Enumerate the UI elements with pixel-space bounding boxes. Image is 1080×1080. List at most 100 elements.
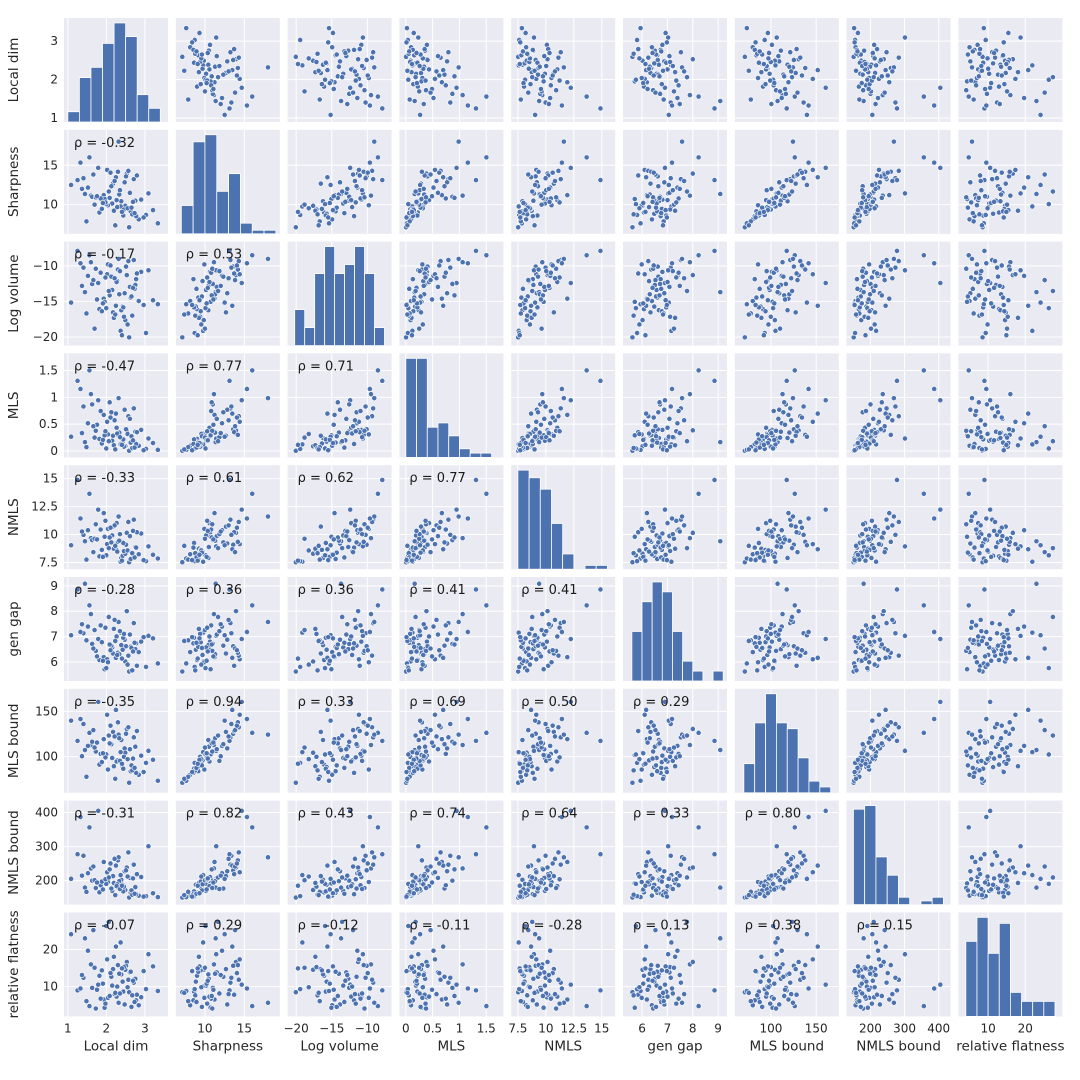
scatter-point xyxy=(88,611,94,617)
scatter-point xyxy=(988,554,995,560)
scatter-point xyxy=(1029,327,1036,334)
scatter-point xyxy=(361,427,368,434)
y-tick-label: 3 xyxy=(50,34,58,48)
scatter-point xyxy=(776,179,783,186)
scatter-point xyxy=(1006,719,1013,726)
scatter-point xyxy=(646,204,652,210)
scatter-point xyxy=(435,746,441,753)
cell-nmls-vs-nmls xyxy=(511,465,616,570)
scatter-point xyxy=(782,193,788,200)
cell-log-volume-vs-relative-flatness xyxy=(958,241,1063,346)
scatter-point xyxy=(984,401,990,408)
scatter-point xyxy=(768,621,775,628)
scatter-point xyxy=(787,49,794,56)
scatter-point xyxy=(410,551,417,558)
scatter-point xyxy=(531,775,538,782)
scatter-point xyxy=(436,860,443,867)
scatter-point xyxy=(244,814,250,820)
scatter-point xyxy=(1012,75,1019,82)
scatter-point xyxy=(657,281,663,287)
scatter-point xyxy=(982,86,988,92)
scatter-point xyxy=(451,641,458,648)
scatter-point xyxy=(359,843,366,850)
scatter-point xyxy=(211,391,217,398)
scatter-point xyxy=(410,890,417,897)
scatter-point xyxy=(783,248,790,254)
scatter-point xyxy=(200,558,207,565)
scatter-point xyxy=(203,554,210,560)
scatter-point xyxy=(314,767,321,774)
scatter-point xyxy=(1015,207,1021,214)
scatter-point xyxy=(362,175,369,182)
scatter-point xyxy=(368,742,374,748)
scatter-point xyxy=(977,46,983,52)
scatter-point xyxy=(656,399,663,406)
scatter-point xyxy=(315,222,322,229)
scatter-point xyxy=(1015,314,1021,321)
scatter-point xyxy=(1004,434,1010,441)
scatter-point xyxy=(973,82,980,89)
scatter-point xyxy=(765,321,772,328)
scatter-point xyxy=(895,54,902,61)
scatter-point xyxy=(145,747,152,754)
scatter-point xyxy=(427,727,434,734)
scatter-point xyxy=(756,444,763,451)
scatter-point xyxy=(379,377,386,384)
scatter-point xyxy=(894,248,900,254)
scatter-point xyxy=(782,421,788,428)
scatter-point xyxy=(902,190,908,197)
scatter-point xyxy=(343,631,350,638)
scatter-point xyxy=(319,81,325,88)
scatter-point xyxy=(134,662,140,669)
cell-mls-vs-nmls xyxy=(511,353,616,458)
scatter-point xyxy=(970,773,977,780)
scatter-point xyxy=(640,200,647,206)
cell-mls-vs-relative-flatness xyxy=(958,353,1063,458)
cell-local-dim-vs-relative-flatness xyxy=(958,18,1063,122)
scatter-point xyxy=(660,775,666,782)
scatter-point xyxy=(86,490,93,497)
cell-log-volume-vs-sharpness: ρ = 0.53 xyxy=(175,241,280,346)
scatter-point xyxy=(79,621,85,628)
scatter-point xyxy=(977,733,984,740)
scatter-point xyxy=(195,625,202,632)
scatter-point xyxy=(130,284,136,291)
scatter-point xyxy=(931,716,938,722)
scatter-point xyxy=(181,892,188,899)
scatter-point xyxy=(642,441,649,448)
scatter-point xyxy=(865,86,872,92)
scatter-point xyxy=(550,432,557,439)
scatter-point xyxy=(1003,209,1010,215)
scatter-point xyxy=(1000,634,1007,641)
scatter-point xyxy=(317,650,324,657)
scatter-point xyxy=(195,69,202,76)
scatter-point xyxy=(890,513,897,520)
scatter-point xyxy=(74,738,81,744)
scatter-point xyxy=(649,198,656,205)
histogram-bar xyxy=(180,205,194,235)
scatter-point xyxy=(870,545,877,552)
scatter-point xyxy=(763,279,770,285)
scatter-point xyxy=(112,446,119,453)
scatter-point xyxy=(216,268,223,275)
scatter-point xyxy=(221,717,228,724)
scatter-point xyxy=(347,164,354,171)
scatter-point xyxy=(410,30,417,36)
scatter-point xyxy=(788,178,795,184)
scatter-point xyxy=(640,80,647,86)
scatter-point xyxy=(1012,656,1019,663)
scatter-point xyxy=(804,433,810,440)
scatter-point xyxy=(379,105,386,112)
scatter-point xyxy=(902,632,908,639)
scatter-point xyxy=(790,395,796,402)
scatter-point xyxy=(179,668,186,675)
scatter-point xyxy=(344,528,351,535)
scatter-point xyxy=(763,187,770,194)
scatter-point xyxy=(415,34,422,41)
scatter-point xyxy=(755,261,761,268)
scatter-point xyxy=(1003,61,1010,67)
scatter-point xyxy=(121,406,128,413)
scatter-point xyxy=(234,414,240,421)
scatter-point xyxy=(324,410,331,417)
scatter-point xyxy=(351,640,357,647)
